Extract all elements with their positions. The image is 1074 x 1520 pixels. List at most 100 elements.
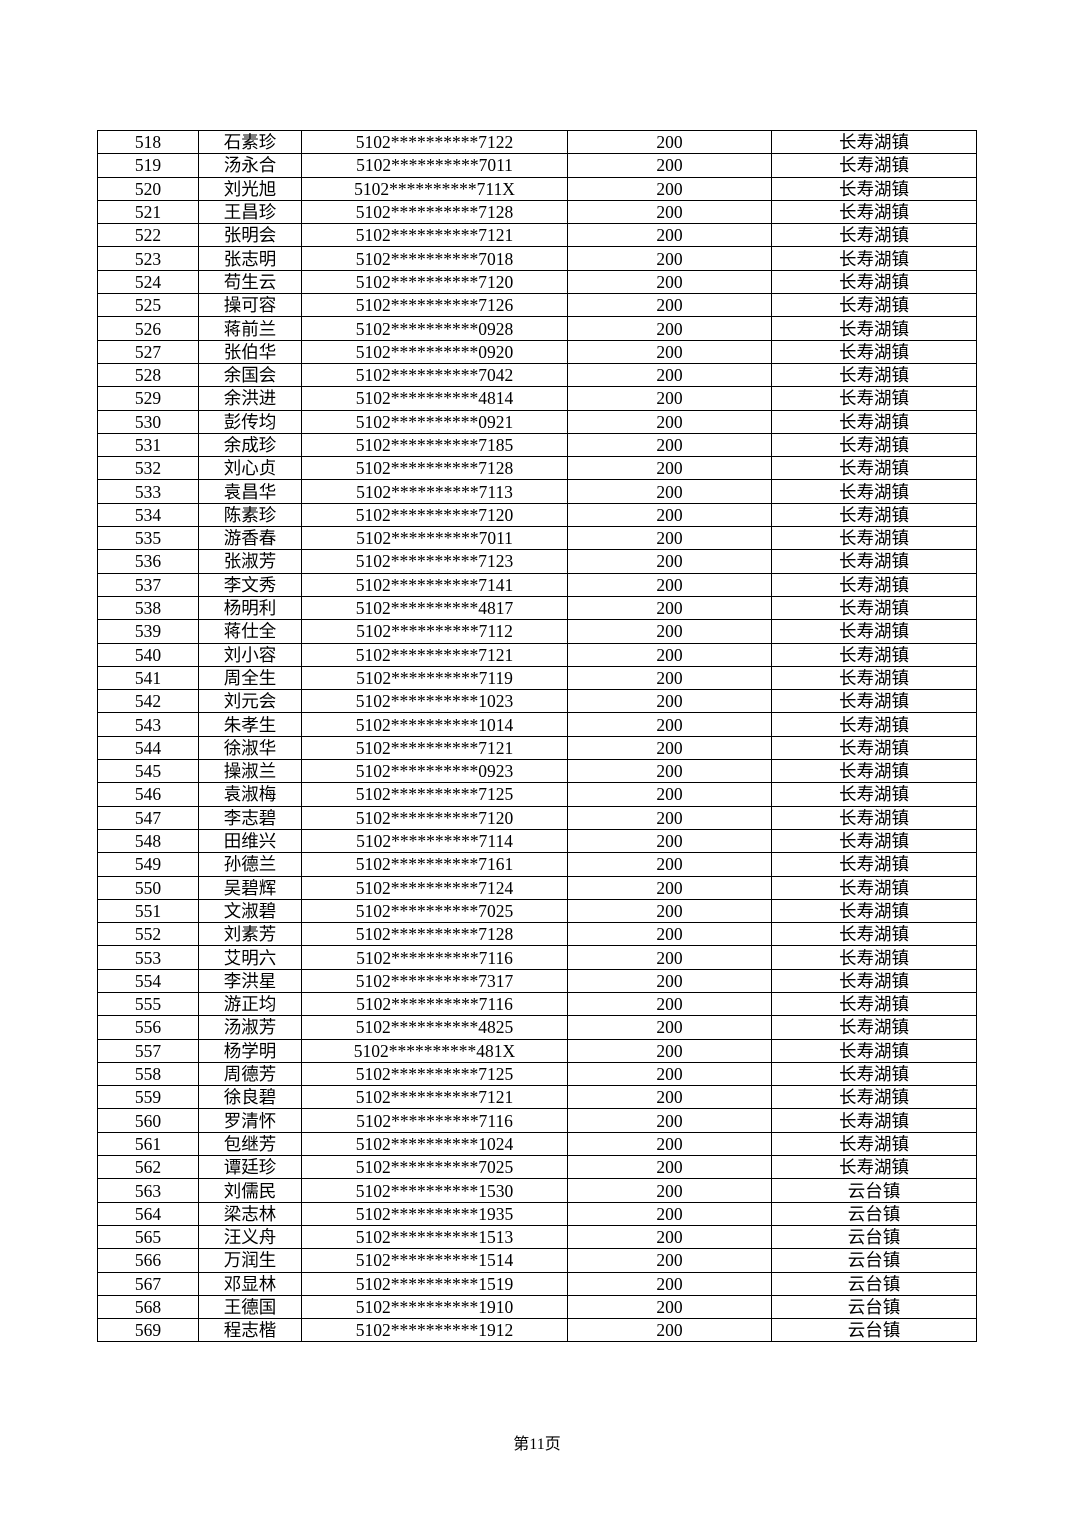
person-name-cell: 李文秀 (198, 572, 302, 597)
town-cell: 云台镇 (771, 1178, 977, 1203)
town-cell: 云台镇 (771, 1248, 977, 1273)
person-name-cell: 陈素珍 (198, 502, 302, 528)
person-name-cell: 张志明 (198, 246, 302, 271)
amount-cell: 200 (567, 1248, 772, 1273)
amount-cell: 200 (567, 665, 772, 691)
amount-cell: 200 (567, 1108, 772, 1133)
person-name-cell: 吴碧辉 (198, 875, 302, 900)
table-row: 533 袁昌华 5102**********7113 200 长寿湖镇 (97, 479, 977, 504)
row-number-cell: 563 (97, 1178, 199, 1203)
person-name-cell: 李洪星 (198, 968, 302, 993)
table-row: 538 杨明利 5102**********4817 200 长寿湖镇 (97, 595, 977, 621)
town-cell: 长寿湖镇 (771, 199, 977, 225)
town-cell: 长寿湖镇 (771, 223, 977, 248)
amount-cell: 200 (567, 176, 772, 201)
town-cell: 云台镇 (771, 1318, 977, 1343)
table-row: 543 朱孝生 5102**********1014 200 长寿湖镇 (97, 712, 977, 737)
table-row: 551 文淑碧 5102**********7025 200 长寿湖镇 (97, 898, 977, 924)
person-name-cell: 谭廷珍 (198, 1155, 302, 1180)
row-number-cell: 561 (97, 1131, 199, 1157)
table-row: 523 张志明 5102**********7018 200 长寿湖镇 (97, 246, 977, 271)
amount-cell: 200 (567, 642, 772, 667)
id-number-cell: 5102**********0928 (301, 316, 568, 341)
town-cell: 长寿湖镇 (771, 339, 977, 364)
table-row: 531 余成珍 5102**********7185 200 长寿湖镇 (97, 432, 977, 458)
id-number-cell: 5102**********481X (301, 1038, 568, 1063)
town-cell: 长寿湖镇 (771, 735, 977, 761)
id-number-cell: 5102**********7124 (301, 875, 568, 900)
town-cell: 长寿湖镇 (771, 293, 977, 318)
table-row: 561 包继芳 5102**********1024 200 长寿湖镇 (97, 1131, 977, 1157)
amount-cell: 200 (567, 293, 772, 318)
table-row: 525 操可容 5102**********7126 200 长寿湖镇 (97, 293, 977, 318)
table-row: 522 张明会 5102**********7121 200 长寿湖镇 (97, 223, 977, 248)
amount-cell: 200 (567, 735, 772, 761)
table-row: 569 程志楷 5102**********1912 200 云台镇 (97, 1318, 977, 1343)
amount-cell: 200 (567, 432, 772, 458)
person-name-cell: 刘儒民 (198, 1178, 302, 1203)
id-number-cell: 5102**********1513 (301, 1224, 568, 1250)
row-number-cell: 526 (97, 316, 199, 341)
amount-cell: 200 (567, 619, 772, 644)
table-row: 530 彭传均 5102**********0921 200 长寿湖镇 (97, 409, 977, 434)
town-cell: 长寿湖镇 (771, 782, 977, 807)
person-name-cell: 袁淑梅 (198, 782, 302, 807)
person-name-cell: 艾明六 (198, 945, 302, 970)
table-row: 563 刘儒民 5102**********1530 200 云台镇 (97, 1178, 977, 1203)
person-name-cell: 刘小容 (198, 642, 302, 667)
person-name-cell: 田维兴 (198, 828, 302, 854)
row-number-cell: 543 (97, 712, 199, 737)
id-number-cell: 5102**********7121 (301, 735, 568, 761)
id-number-cell: 5102**********7011 (301, 153, 568, 178)
amount-cell: 200 (567, 549, 772, 574)
id-number-cell: 5102**********7128 (301, 456, 568, 481)
id-number-cell: 5102**********7042 (301, 362, 568, 388)
table-row: 545 操淑兰 5102**********0923 200 长寿湖镇 (97, 759, 977, 784)
table-row: 529 余洪进 5102**********4814 200 长寿湖镇 (97, 386, 977, 411)
table-row: 568 王德国 5102**********1910 200 云台镇 (97, 1294, 977, 1320)
id-number-cell: 5102**********7128 (301, 922, 568, 947)
person-name-cell: 朱孝生 (198, 712, 302, 737)
person-name-cell: 余洪进 (198, 386, 302, 411)
table-row: 518 石素珍 5102**********7122 200 长寿湖镇 (97, 129, 977, 155)
town-cell: 长寿湖镇 (771, 456, 977, 481)
amount-cell: 200 (567, 1271, 772, 1296)
town-cell: 长寿湖镇 (771, 1131, 977, 1157)
id-number-cell: 5102**********7114 (301, 828, 568, 854)
town-cell: 长寿湖镇 (771, 176, 977, 201)
table-row: 552 刘素芳 5102**********7128 200 长寿湖镇 (97, 922, 977, 947)
town-cell: 长寿湖镇 (771, 805, 977, 830)
row-number-cell: 527 (97, 339, 199, 364)
person-name-cell: 王德国 (198, 1294, 302, 1320)
row-number-cell: 555 (97, 991, 199, 1017)
row-number-cell: 552 (97, 922, 199, 947)
town-cell: 长寿湖镇 (771, 432, 977, 458)
id-number-cell: 5102**********7113 (301, 479, 568, 504)
person-name-cell: 文淑碧 (198, 898, 302, 924)
row-number-cell: 553 (97, 945, 199, 970)
table-row: 544 徐淑华 5102**********7121 200 长寿湖镇 (97, 735, 977, 761)
amount-cell: 200 (567, 386, 772, 411)
id-number-cell: 5102**********7119 (301, 665, 568, 691)
table-row: 535 游香春 5102**********7011 200 长寿湖镇 (97, 526, 977, 551)
row-number-cell: 556 (97, 1015, 199, 1040)
id-number-cell: 5102**********7025 (301, 898, 568, 924)
town-cell: 长寿湖镇 (771, 502, 977, 528)
row-number-cell: 560 (97, 1108, 199, 1133)
table-row: 554 李洪星 5102**********7317 200 长寿湖镇 (97, 968, 977, 993)
town-cell: 长寿湖镇 (771, 1015, 977, 1040)
id-number-cell: 5102**********1912 (301, 1318, 568, 1343)
amount-cell: 200 (567, 456, 772, 481)
id-number-cell: 5102**********7121 (301, 223, 568, 248)
person-name-cell: 刘元会 (198, 689, 302, 714)
person-name-cell: 苟生云 (198, 269, 302, 295)
amount-cell: 200 (567, 479, 772, 504)
person-name-cell: 王昌珍 (198, 199, 302, 225)
person-name-cell: 万润生 (198, 1248, 302, 1273)
row-number-cell: 534 (97, 502, 199, 528)
person-name-cell: 孙德兰 (198, 852, 302, 877)
table-row: 567 邓显林 5102**********1519 200 云台镇 (97, 1271, 977, 1296)
table-row: 536 张淑芳 5102**********7123 200 长寿湖镇 (97, 549, 977, 574)
person-name-cell: 徐淑华 (198, 735, 302, 761)
id-number-cell: 5102**********711X (301, 176, 568, 201)
